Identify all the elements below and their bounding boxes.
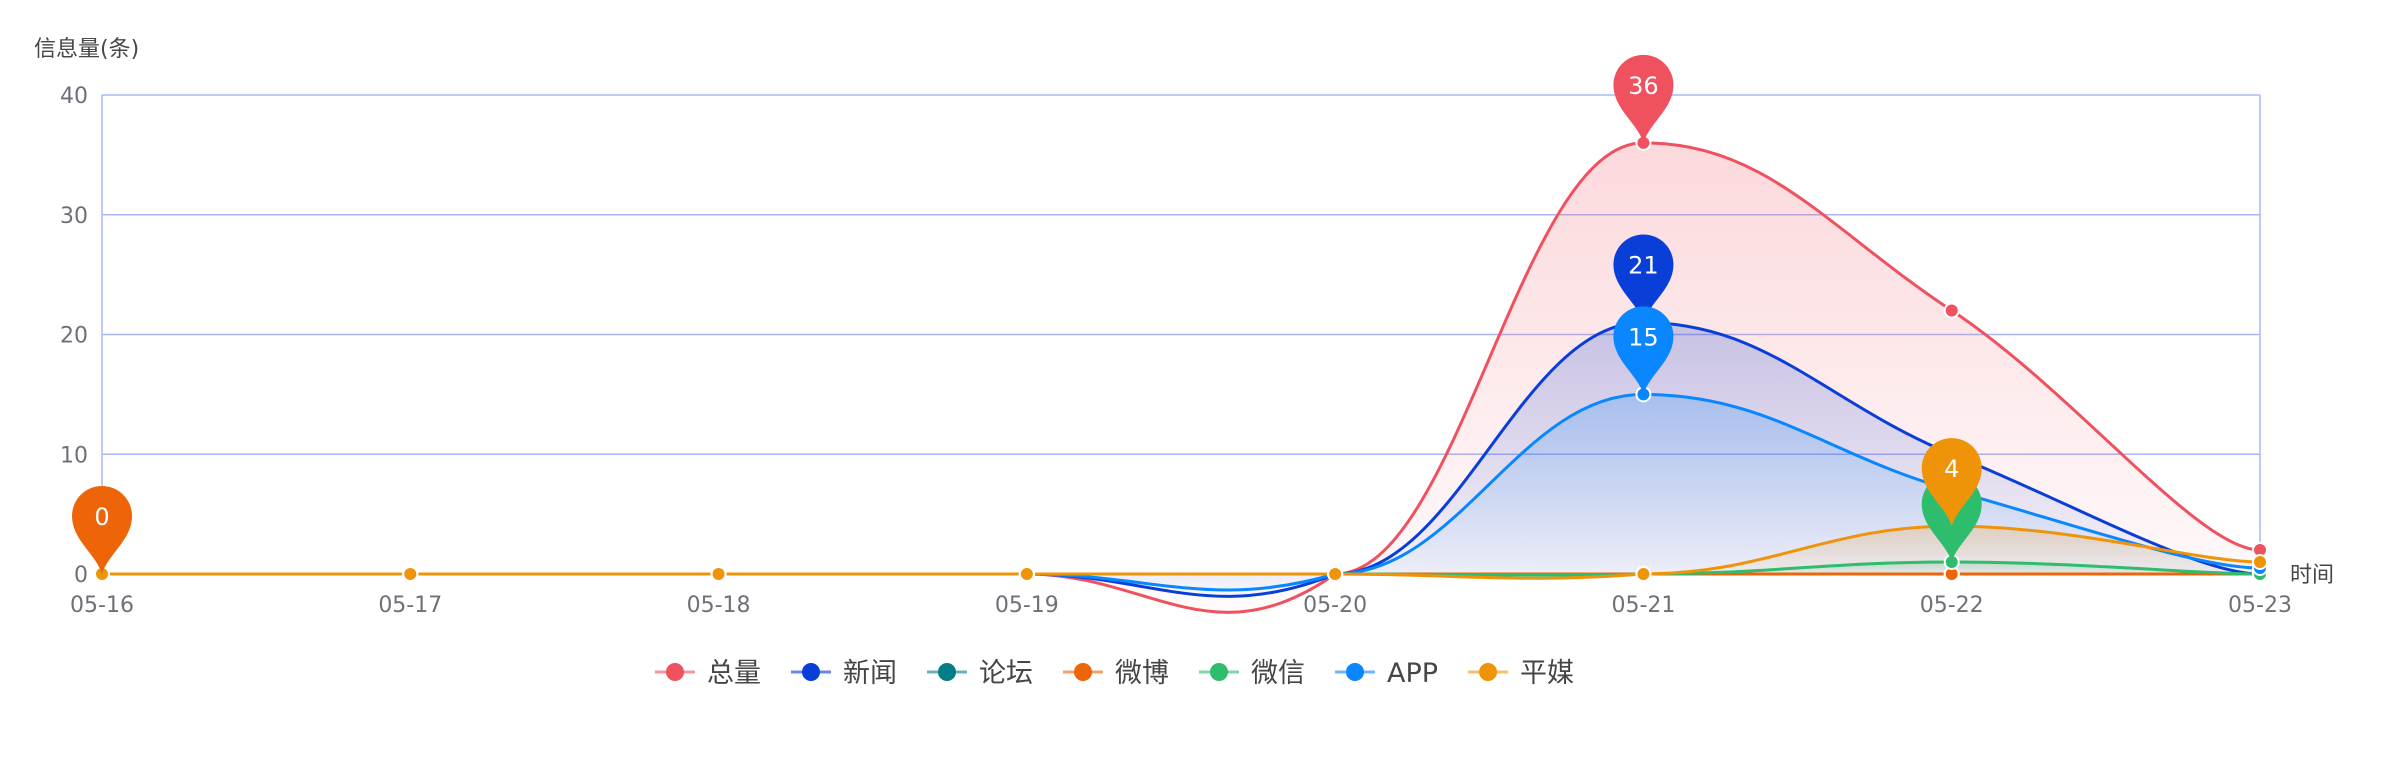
- pin-label: 4: [1944, 455, 1959, 483]
- series-areas: [102, 142, 2260, 613]
- legend-item-2[interactable]: 论坛: [927, 658, 1033, 689]
- series-area-5: [102, 394, 2260, 590]
- x-tick-label: 05-18: [687, 593, 751, 618]
- legend-dot-icon: [1479, 663, 1498, 681]
- legend-label: 论坛: [979, 658, 1033, 689]
- pin-icon: [1921, 438, 1982, 527]
- series-line-6: [102, 524, 2261, 580]
- y-axis-title: 信息量(条): [34, 37, 139, 62]
- legend-label: 新闻: [843, 658, 897, 689]
- max-markers: 36 21 0 15 4: [72, 54, 1982, 574]
- x-tick-label: 05-19: [995, 593, 1059, 618]
- pin-icon: [1613, 54, 1674, 143]
- x-tick-label: 05-20: [1303, 593, 1367, 618]
- y-tick-label: 30: [60, 204, 88, 229]
- y-tick-label: 10: [60, 443, 88, 468]
- legend-label: 平媒: [1520, 658, 1574, 689]
- legend-item-1[interactable]: 新闻: [791, 658, 897, 689]
- y-tick-label: 20: [60, 324, 88, 349]
- legend-dot-icon: [1210, 663, 1228, 681]
- data-point: [1943, 302, 1960, 319]
- x-axis-title: 时间: [2290, 563, 2334, 588]
- data-point: [1327, 566, 1344, 582]
- legend-item-3[interactable]: 微博: [1063, 658, 1169, 689]
- max-pin-1: 21: [1613, 234, 1674, 323]
- pin-icon: [1613, 306, 1674, 395]
- legend-item-4[interactable]: 微信: [1199, 658, 1305, 689]
- pin-icon: [1613, 234, 1674, 323]
- max-pin-0: 36: [1613, 54, 1674, 143]
- x-tick-label: 05-23: [2228, 593, 2292, 618]
- x-tick-label: 05-21: [1611, 593, 1675, 618]
- legend-dot-icon: [666, 663, 684, 681]
- legend-dot-icon: [1074, 663, 1092, 681]
- legend-label: 微信: [1251, 658, 1305, 689]
- legend-item-6[interactable]: 平媒: [1468, 658, 1574, 689]
- series-lines: [102, 141, 2261, 614]
- legend-item-5[interactable]: APP: [1335, 658, 1438, 689]
- legend-label: 总量: [707, 658, 761, 689]
- series-points: [94, 134, 2268, 582]
- x-tick-label: 05-17: [378, 593, 442, 618]
- y-tick-label: 0: [74, 563, 88, 588]
- legend-label: APP: [1387, 658, 1438, 689]
- max-pin-3: 0: [72, 486, 132, 574]
- max-pin-6: 4: [1921, 438, 1982, 527]
- legend-item-0[interactable]: 总量: [655, 658, 761, 689]
- pin-label: 21: [1628, 252, 1659, 280]
- pin-label: 15: [1628, 323, 1659, 351]
- max-pin-5: 15: [1613, 306, 1674, 395]
- data-point: [1018, 566, 1035, 582]
- y-tick-label: 40: [60, 84, 88, 109]
- x-tick-label: 05-22: [1920, 593, 1984, 618]
- legend[interactable]: 总量 新闻 论坛 微博 微信 APP 平媒: [655, 658, 1574, 689]
- data-point: [1635, 566, 1652, 582]
- data-point: [402, 566, 419, 582]
- legend-dot-icon: [938, 663, 956, 681]
- pin-label: 0: [94, 503, 109, 531]
- legend-label: 微博: [1115, 658, 1169, 689]
- data-point: [2252, 554, 2268, 571]
- pin-label: 36: [1628, 72, 1659, 100]
- x-tick-label: 05-16: [70, 593, 134, 618]
- legend-dot-icon: [802, 663, 820, 681]
- data-point: [710, 566, 727, 582]
- pin-icon: [72, 486, 132, 574]
- legend-dot-icon: [1346, 663, 1364, 681]
